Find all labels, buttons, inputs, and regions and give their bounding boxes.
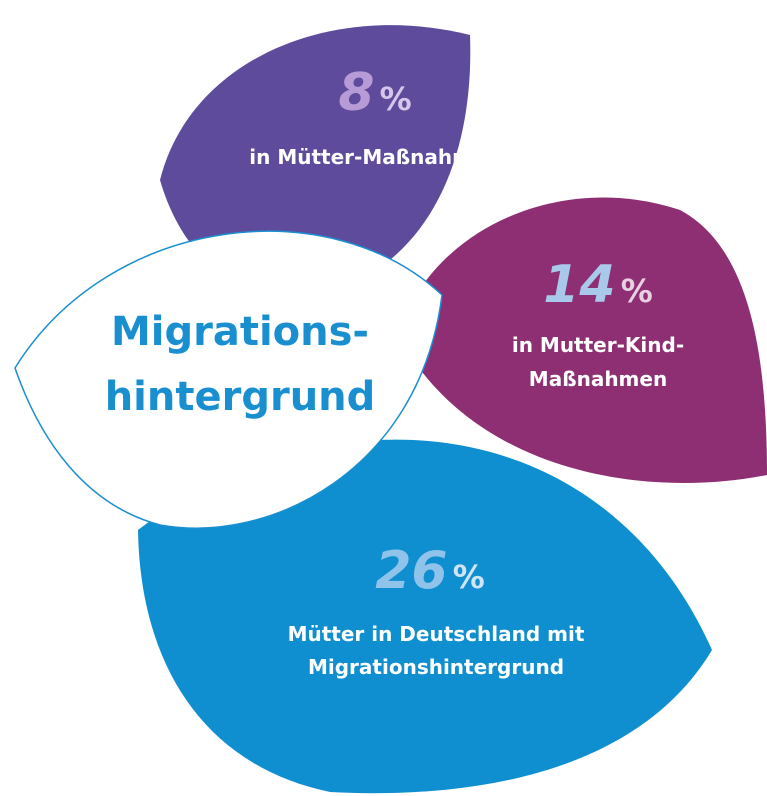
heading-line: Migrations- [111, 309, 369, 355]
leaf-blue [138, 439, 712, 794]
stat-unit: % [453, 558, 485, 596]
stat-label: in Mütter-Maßnahmen [249, 145, 500, 169]
stat-value: 14 [543, 255, 615, 315]
stat-label: Mütter in Deutschland mit [288, 622, 585, 646]
stat: 8 % [338, 63, 411, 123]
leaf-purple [160, 25, 471, 301]
heading-line: hintergrund [105, 374, 376, 420]
stat-label: in Mutter-Kind- [512, 333, 684, 357]
stat: 14 % [543, 255, 653, 315]
stat-label: Maßnahmen [529, 367, 667, 391]
stat: 26 % [375, 541, 485, 601]
stat-label: Migrationshintergrund [308, 655, 564, 679]
leaf-magenta [398, 197, 767, 484]
stat-value: 26 [375, 541, 447, 601]
stat-value: 8 [338, 63, 374, 123]
stat-unit: % [380, 80, 412, 118]
leaf-white [14, 230, 443, 529]
stat-unit: % [621, 272, 653, 310]
